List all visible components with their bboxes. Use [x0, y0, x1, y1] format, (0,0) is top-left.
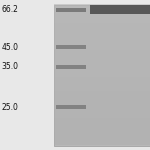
Text: 66.2: 66.2: [2, 5, 18, 14]
Bar: [56, 8, 86, 12]
Bar: [56, 105, 86, 109]
Text: 45.0: 45.0: [2, 43, 18, 52]
Text: 35.0: 35.0: [2, 62, 18, 71]
Bar: [56, 45, 86, 49]
Bar: [56, 65, 86, 69]
Text: 25.0: 25.0: [2, 103, 18, 112]
Bar: [56, 8, 86, 12]
Bar: [90, 5, 150, 14]
Bar: [54, 4, 150, 146]
